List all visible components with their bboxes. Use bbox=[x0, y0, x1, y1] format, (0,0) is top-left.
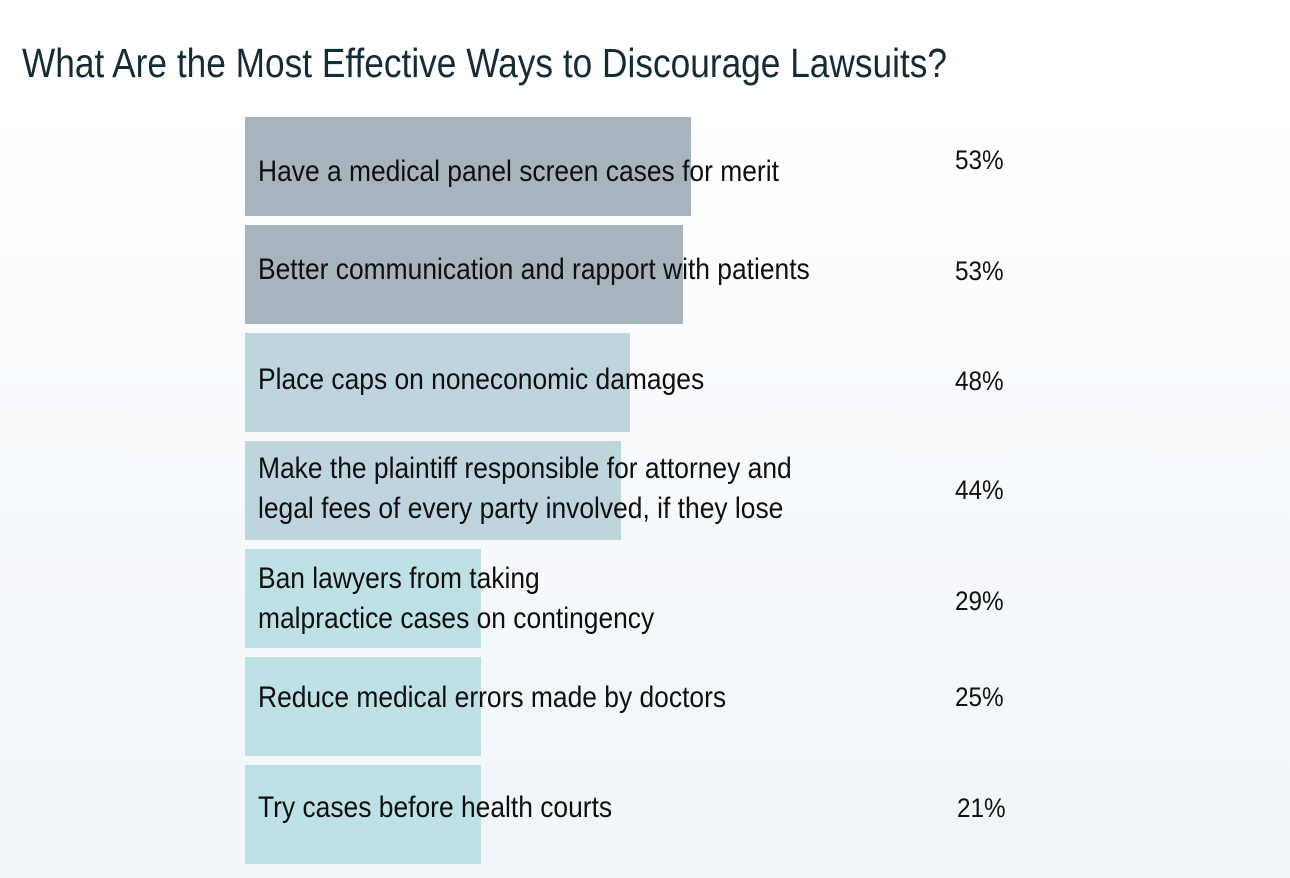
bar-label: Better communication and rapport with pa… bbox=[258, 253, 810, 286]
bar-label: Try cases before health courts bbox=[258, 791, 613, 824]
bar-value: 53% bbox=[955, 145, 1004, 175]
bar-row: Have a medical panel screen cases for me… bbox=[245, 117, 1045, 216]
bar-label-line: Make the plaintiff responsible for attor… bbox=[258, 452, 792, 485]
bar-value: 53% bbox=[955, 256, 1004, 286]
bar-label: Ban lawyers from taking malpractice cases… bbox=[258, 559, 654, 639]
bar-value: 25% bbox=[955, 682, 1004, 712]
bar bbox=[245, 117, 691, 216]
bar-label: Have a medical panel screen cases for me… bbox=[258, 155, 779, 188]
bar-label-line: Ban lawyers from taking bbox=[258, 562, 540, 595]
bar-label: Place caps on noneconomic damages bbox=[258, 363, 705, 396]
bar bbox=[245, 657, 481, 756]
bar-label-line: malpractice cases on contingency bbox=[258, 602, 655, 635]
bar-label-line: legal fees of every party involved, if t… bbox=[258, 492, 784, 525]
bar bbox=[245, 549, 481, 648]
bar bbox=[245, 765, 481, 864]
bar bbox=[245, 225, 683, 324]
bar-value: 44% bbox=[955, 475, 1004, 505]
chart-title: What Are the Most Effective Ways to Disc… bbox=[22, 40, 947, 86]
bar bbox=[245, 333, 630, 432]
bar-value: 29% bbox=[955, 586, 1004, 616]
bar-row: Place caps on noneconomic damages 48% bbox=[245, 333, 1045, 432]
bar-label: Make the plaintiff responsible for attor… bbox=[258, 449, 792, 529]
bar-row: Better communication and rapport with pa… bbox=[245, 225, 1045, 324]
bar bbox=[245, 441, 621, 540]
bar-row: Try cases before health courts 21% bbox=[245, 765, 1045, 864]
bar-row: Reduce medical errors made by doctors 25% bbox=[245, 657, 1045, 756]
bar-row: Make the plaintiff responsible for attor… bbox=[245, 441, 1045, 540]
bar-value: 21% bbox=[957, 793, 1006, 823]
bar-row: Ban lawyers from taking malpractice cases… bbox=[245, 549, 1045, 648]
bar-label: Reduce medical errors made by doctors bbox=[258, 681, 727, 714]
bar-value: 48% bbox=[955, 366, 1004, 396]
